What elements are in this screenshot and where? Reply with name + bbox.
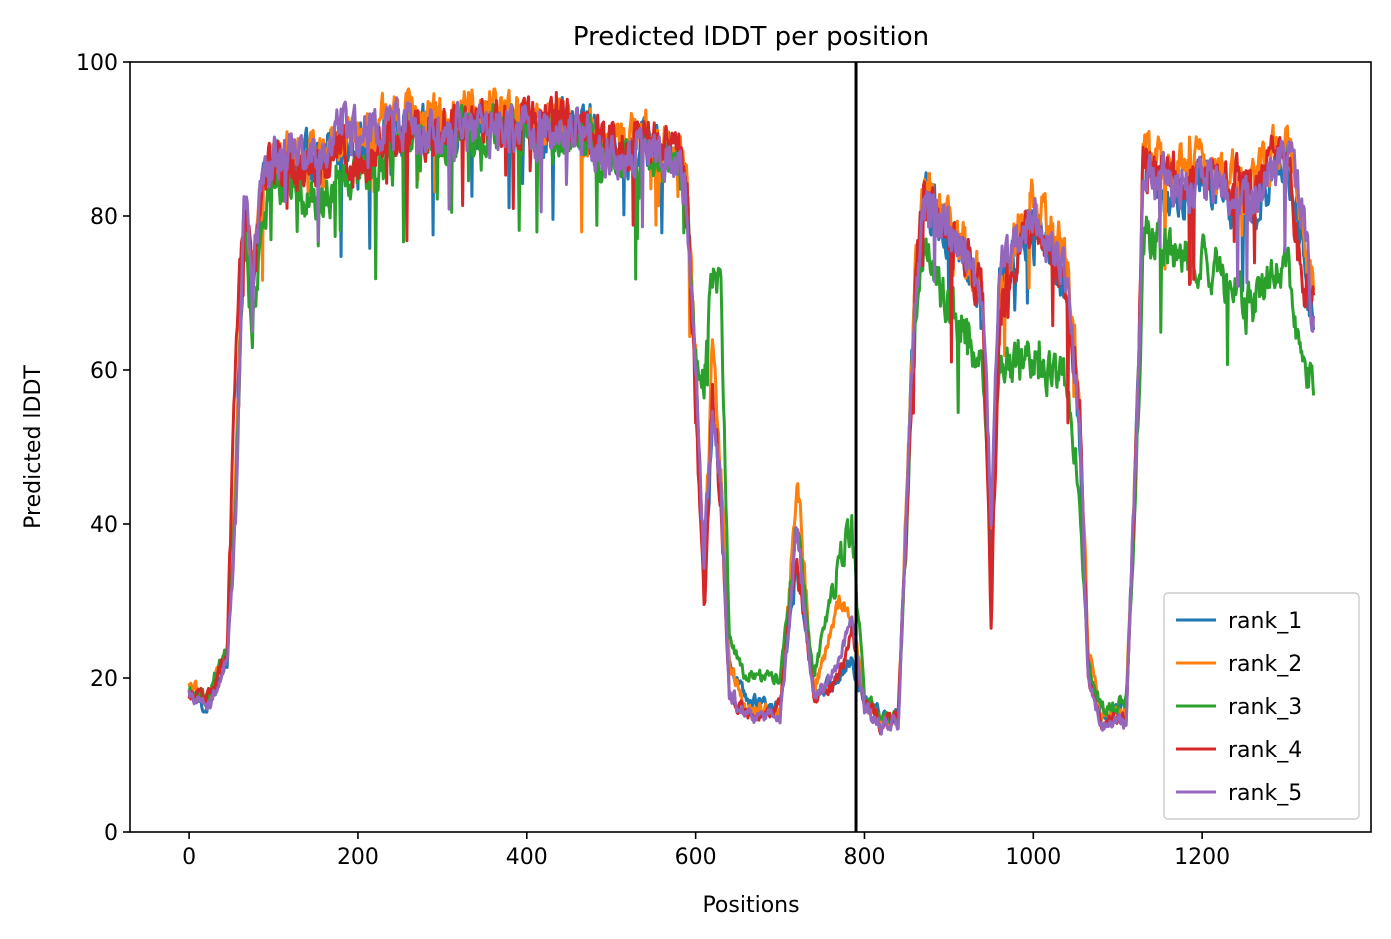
x-tick-label: 1000 [1005,845,1061,870]
x-axis: 0 200 400 600 800 1000 1200 [182,832,1230,870]
y-tick-label: 60 [90,359,118,384]
x-tick-label: 1200 [1174,845,1230,870]
y-tick-label: 20 [90,667,118,692]
y-tick-label: 80 [90,205,118,230]
x-tick-label: 600 [675,845,717,870]
y-axis-title: Predicted lDDT [21,365,46,529]
series-layer [187,87,1316,736]
y-tick-label: 0 [104,821,118,846]
x-tick-label: 0 [182,845,196,870]
y-axis: 0 20 40 60 80 100 [76,51,130,846]
x-tick-label: 800 [843,845,885,870]
x-axis-title: Positions [702,893,799,918]
y-tick-label: 40 [90,513,118,538]
legend-label-rank_2: rank_2 [1228,652,1302,677]
x-tick-label: 400 [506,845,548,870]
plot-frame [129,61,1372,833]
x-tick-label: 200 [337,845,379,870]
series-line-rank_5 [187,96,1316,736]
legend-label-rank_5: rank_5 [1228,781,1302,806]
legend-label-rank_1: rank_1 [1228,609,1302,634]
legend: rank_1 rank_2 rank_3 rank_4 rank_5 [1163,592,1360,820]
legend-label-rank_3: rank_3 [1228,695,1302,720]
legend-box [1163,592,1360,820]
legend-label-rank_4: rank_4 [1228,738,1302,763]
chart-title: Predicted lDDT per position [573,22,929,52]
y-tick-label: 100 [76,51,118,76]
